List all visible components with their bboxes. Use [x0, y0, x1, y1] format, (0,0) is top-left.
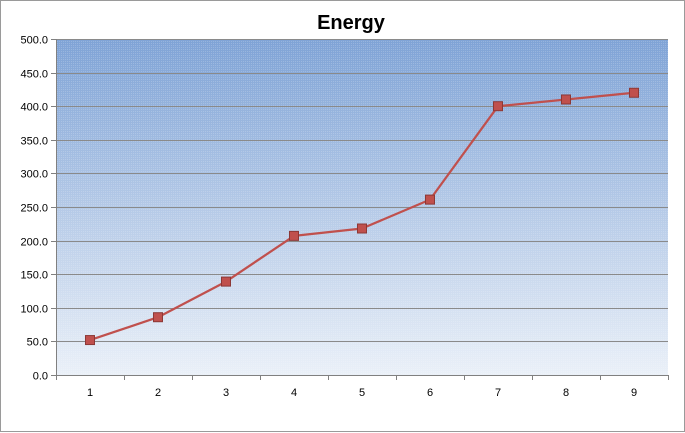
y-tick-label: 350.0	[20, 136, 48, 148]
y-tick-label: 500.0	[20, 35, 48, 47]
data-point-marker	[425, 194, 435, 205]
x-tick-label: 9	[631, 387, 637, 399]
y-tick-label: 400.0	[20, 102, 48, 114]
y-tick-label: 50.0	[27, 337, 48, 349]
x-tick-label: 4	[291, 387, 297, 399]
data-point-marker	[357, 223, 367, 234]
data-point-marker	[153, 312, 163, 323]
y-tick-label: 450.0	[20, 69, 48, 81]
x-tick-label: 7	[495, 387, 501, 399]
y-tick-label: 200.0	[20, 237, 48, 249]
x-tick-label: 3	[223, 387, 229, 399]
x-tick-label: 5	[359, 387, 365, 399]
axes: 0.0 50.0 100.0 150.0 200.0 250.0 300.0 350.0 400…	[20, 35, 669, 399]
data-point-marker	[85, 335, 95, 346]
data-point-marker	[221, 276, 231, 287]
x-tick-label: 8	[563, 387, 569, 399]
y-tick-label: 100.0	[20, 304, 48, 316]
y-tick-label: 150.0	[20, 270, 48, 282]
chart-title: Energy	[317, 12, 386, 34]
y-tick-label: 300.0	[20, 169, 48, 181]
series-energy	[85, 87, 639, 346]
data-point-marker	[561, 94, 571, 105]
y-tick-label: 250.0	[20, 203, 48, 215]
x-tick-label: 6	[427, 387, 433, 399]
data-point-marker	[629, 87, 639, 98]
gridlines	[56, 39, 668, 342]
data-point-marker	[493, 101, 503, 112]
data-point-marker	[289, 230, 299, 241]
y-tick-label: 0.0	[33, 371, 48, 383]
x-tick-label: 1	[87, 387, 93, 399]
x-tick-label: 2	[155, 387, 161, 399]
